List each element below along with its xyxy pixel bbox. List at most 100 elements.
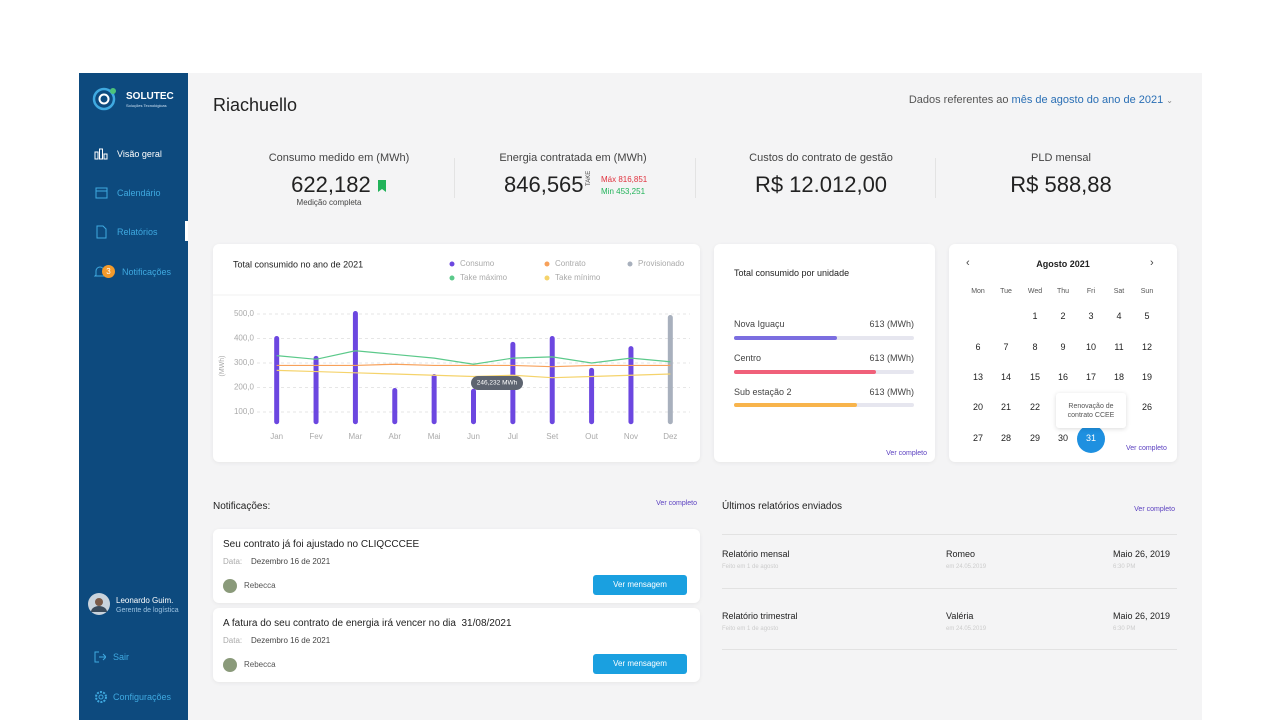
icon-logout bbox=[94, 651, 106, 663]
settings[interactable]: Configurações bbox=[113, 692, 172, 702]
x-tick-label: Jun bbox=[467, 432, 480, 441]
brand: SOLUTEC bbox=[126, 91, 174, 102]
legend-label: Contrato bbox=[555, 259, 586, 268]
report-name: Relatório trimestral bbox=[722, 611, 798, 621]
calendar-day[interactable]: 13 bbox=[972, 372, 983, 382]
calendar-day[interactable]: 20 bbox=[972, 402, 983, 412]
calendar-day[interactable]: 5 bbox=[1144, 311, 1150, 321]
calendar-day[interactable]: 11 bbox=[1114, 342, 1124, 352]
y-tick-label: 100,0 bbox=[234, 407, 255, 416]
kpi-label: Consumo medido em (MWh) bbox=[268, 152, 410, 164]
kpi-note: Medição completa bbox=[296, 198, 362, 207]
unit-name: Centro bbox=[734, 353, 762, 363]
dropdown-caret: ⌄ bbox=[1166, 96, 1173, 105]
bar bbox=[392, 387, 398, 425]
calendar-day[interactable]: 18 bbox=[1113, 372, 1124, 382]
reports-link[interactable]: Ver completo bbox=[1134, 506, 1175, 513]
menu-item[interactable]: Relatórios bbox=[117, 227, 158, 237]
y-tick-label: 200,0 bbox=[234, 383, 255, 392]
calendar-day[interactable]: 10 bbox=[1085, 342, 1096, 352]
calendar-day[interactable]: 7 bbox=[1003, 342, 1009, 352]
notification-text: Seu contrato já foi ajustado no CLIQCCCE… bbox=[223, 539, 420, 550]
kpi-value: R$ 588,88 bbox=[1010, 172, 1112, 197]
calendar-day[interactable]: 17 bbox=[1085, 372, 1096, 382]
unit-track bbox=[734, 336, 914, 340]
calendar-day[interactable]: 27 bbox=[972, 433, 983, 443]
menu-item[interactable]: Calendário bbox=[117, 188, 161, 198]
menu-item[interactable]: Notificações bbox=[122, 267, 172, 277]
notification-date: Dezembro 16 de 2021 bbox=[251, 557, 331, 566]
calendar-day[interactable]: 14 bbox=[1000, 372, 1011, 382]
calendar-day[interactable]: 16 bbox=[1057, 372, 1068, 382]
calendar-day[interactable]: 9 bbox=[1060, 342, 1066, 352]
view-message-button[interactable]: Ver mensagem bbox=[593, 654, 687, 674]
unit-fill bbox=[734, 336, 837, 340]
calendar-day[interactable]: 1 bbox=[1032, 311, 1038, 321]
unit-fill bbox=[734, 403, 857, 407]
chart-card bbox=[213, 244, 700, 462]
calendar-day[interactable]: 21 bbox=[1000, 402, 1011, 412]
unit-value: 613 (MWh) bbox=[869, 319, 914, 329]
calendar-day[interactable]: 15 bbox=[1029, 372, 1040, 382]
x-tick-label: Dez bbox=[663, 432, 677, 441]
kpi-label: PLD mensal bbox=[1031, 152, 1091, 164]
weekday: Fri bbox=[1086, 288, 1096, 295]
weekday: Mon bbox=[971, 288, 985, 295]
take-max: Máx 816,851 bbox=[601, 175, 648, 184]
weekday: Tue bbox=[1000, 288, 1012, 295]
calendar-day[interactable]: 30 bbox=[1057, 433, 1068, 443]
divider bbox=[935, 158, 936, 198]
legend-label: Provisionado bbox=[638, 259, 685, 268]
notification-author: Rebecca bbox=[244, 660, 276, 669]
period[interactable]: Dados referentes ao mês de agosto do ano… bbox=[909, 94, 1173, 106]
user-avatar bbox=[88, 593, 110, 615]
kpi-label: Custos do contrato de gestão bbox=[749, 152, 893, 164]
kpi-number: 622,182 bbox=[291, 172, 371, 197]
calendar-link[interactable]: Ver completo bbox=[1126, 445, 1167, 452]
divider bbox=[695, 158, 696, 198]
x-tick-label: Fev bbox=[309, 432, 322, 441]
view-message-button[interactable]: Ver mensagem bbox=[593, 575, 687, 595]
calendar-day[interactable]: 4 bbox=[1116, 311, 1122, 321]
legend-label: Take mínimo bbox=[555, 273, 601, 282]
calendar-day[interactable]: 28 bbox=[1000, 433, 1011, 443]
page-title: Riachuello bbox=[213, 95, 298, 115]
bar bbox=[431, 374, 437, 425]
calendar-day[interactable]: 2 bbox=[1060, 311, 1066, 321]
calendar-card bbox=[949, 244, 1177, 462]
user-name: Leonardo Guim. bbox=[116, 596, 174, 605]
calendar-day[interactable]: 31 bbox=[1085, 433, 1096, 443]
icon-calendar bbox=[95, 187, 108, 199]
legend-label: Consumo bbox=[460, 259, 495, 268]
report-time: 6:30 PM bbox=[1113, 626, 1136, 632]
logout[interactable]: Sair bbox=[113, 652, 130, 662]
next-month[interactable]: › bbox=[1150, 257, 1154, 269]
author-avatar bbox=[223, 658, 237, 672]
menu-item[interactable]: Visão geral bbox=[117, 149, 162, 159]
period-prefix: Dados referentes ao bbox=[908, 94, 1009, 106]
icon-overview bbox=[94, 148, 108, 160]
row-divider bbox=[722, 588, 1177, 589]
report-date: Maio 26, 2019 bbox=[1113, 611, 1171, 621]
row-divider bbox=[722, 534, 1177, 535]
calendar-day[interactable]: 22 bbox=[1029, 402, 1040, 412]
bar bbox=[471, 388, 476, 425]
reports-title: Últimos relatórios enviados bbox=[722, 501, 843, 512]
calendar-day[interactable]: 12 bbox=[1141, 342, 1152, 352]
notifications-title: Notificações: bbox=[213, 501, 271, 512]
units-link[interactable]: Ver completo bbox=[886, 450, 927, 457]
prev-month[interactable]: ‹ bbox=[966, 257, 970, 269]
unit-track bbox=[734, 403, 914, 407]
calendar-day[interactable]: 8 bbox=[1032, 342, 1038, 352]
calendar-day[interactable]: 19 bbox=[1141, 372, 1152, 382]
calendar-day[interactable]: 26 bbox=[1141, 402, 1152, 412]
calendar-day[interactable]: 29 bbox=[1029, 433, 1040, 443]
unit-name: Sub estação 2 bbox=[734, 387, 792, 397]
notifications-link[interactable]: Ver completo bbox=[656, 500, 697, 507]
calendar-day[interactable]: 3 bbox=[1088, 311, 1094, 321]
period-value: mês de agosto do ano de 2021 bbox=[1011, 94, 1164, 106]
y-axis-label: (MWh) bbox=[219, 356, 226, 377]
calendar-day[interactable]: 6 bbox=[975, 342, 981, 352]
legend-marker bbox=[544, 261, 550, 267]
active-indicator bbox=[185, 221, 188, 241]
